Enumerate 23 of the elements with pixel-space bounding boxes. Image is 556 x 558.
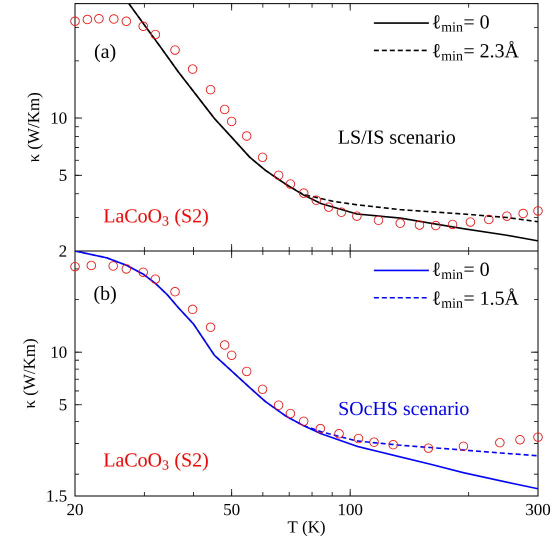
legend-label: ℓ$_{min}$= 0: [432, 15, 489, 32]
annotation: LS/IS scenario: [338, 130, 455, 144]
x-tick-label: 300: [526, 504, 550, 516]
annotation: LaCoO$_{3}$ (S2): [104, 452, 208, 471]
y-tick-label: 5: [60, 170, 67, 181]
x-tick-label: 20: [67, 504, 83, 516]
y-axis-title: κ (W/Km): [23, 339, 39, 408]
x-axis-title: T (K): [288, 520, 325, 536]
y-tick-label: 10: [52, 112, 67, 124]
annotation: SOcHS scenario: [339, 402, 469, 416]
y-axis-title: κ (W/Km): [27, 92, 43, 162]
y-tick-label: 1.5: [47, 490, 67, 502]
x-tick-label: 100: [338, 504, 362, 516]
legend-label: ℓ$_{min}$= 0: [432, 262, 489, 279]
legend-label: ℓ$_{min}$= 2.3Å: [432, 40, 519, 60]
legend-label: ℓ$_{min}$= 1.5Å: [432, 288, 519, 308]
y-tick-label: 10: [52, 346, 67, 358]
annotation: (a): [94, 44, 116, 62]
y-tick-label: 5: [60, 399, 67, 410]
annotation: (b): [94, 286, 116, 304]
annotation: LaCoO$_{3}$ (S2): [104, 208, 208, 227]
y-tick-label: 2: [59, 245, 66, 257]
x-tick-label: 50: [224, 504, 240, 516]
